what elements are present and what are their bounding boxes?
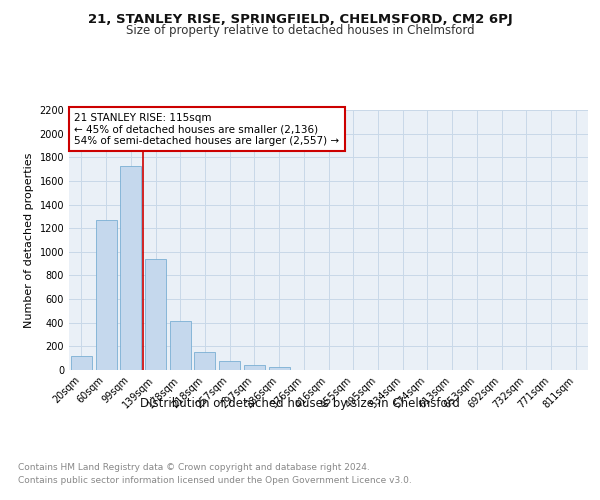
Text: Distribution of detached houses by size in Chelmsford: Distribution of detached houses by size … bbox=[140, 398, 460, 410]
Text: 21, STANLEY RISE, SPRINGFIELD, CHELMSFORD, CM2 6PJ: 21, STANLEY RISE, SPRINGFIELD, CHELMSFOR… bbox=[88, 12, 512, 26]
Bar bbox=[170, 321, 191, 370]
Text: 21 STANLEY RISE: 115sqm
← 45% of detached houses are smaller (2,136)
54% of semi: 21 STANLEY RISE: 115sqm ← 45% of detache… bbox=[74, 112, 340, 146]
Bar bbox=[219, 360, 240, 370]
Bar bbox=[194, 352, 215, 370]
Y-axis label: Number of detached properties: Number of detached properties bbox=[24, 152, 34, 328]
Text: Size of property relative to detached houses in Chelmsford: Size of property relative to detached ho… bbox=[125, 24, 475, 37]
Text: Contains HM Land Registry data © Crown copyright and database right 2024.: Contains HM Land Registry data © Crown c… bbox=[18, 462, 370, 471]
Bar bbox=[269, 367, 290, 370]
Bar bbox=[95, 220, 116, 370]
Text: Contains public sector information licensed under the Open Government Licence v3: Contains public sector information licen… bbox=[18, 476, 412, 485]
Bar bbox=[145, 259, 166, 370]
Bar bbox=[120, 166, 141, 370]
Bar bbox=[71, 356, 92, 370]
Bar bbox=[244, 366, 265, 370]
